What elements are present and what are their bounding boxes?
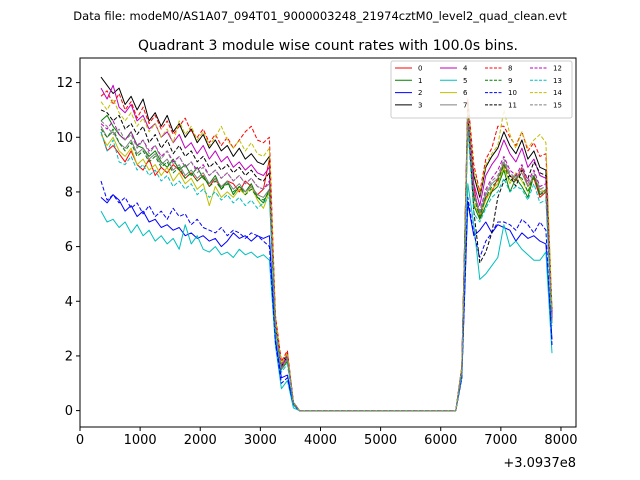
y-tick-label-4: 8 (65, 185, 73, 200)
x-tick-label-1: 1000 (124, 433, 157, 448)
legend-label-3: 3 (418, 101, 422, 109)
legend-label-1: 1 (418, 77, 422, 85)
legend-label-6: 6 (463, 89, 468, 97)
legend-label-14: 14 (553, 89, 562, 97)
series-line-9 (100, 117, 553, 412)
y-tick-label-0: 0 (65, 404, 73, 419)
y-tick-label-3: 6 (65, 240, 73, 255)
legend-label-11: 11 (508, 101, 517, 109)
plot-area: 0 1000 2000 3000 4000 5000 6000 7000 80000246810… (56, 57, 578, 448)
y-tick-label-5: 10 (56, 131, 73, 146)
x-tick-label-8: 8000 (544, 433, 577, 448)
legend-label-7: 7 (463, 101, 467, 109)
legend-label-8: 8 (508, 65, 512, 73)
chart-title: Quadrant 3 module wise count rates with … (138, 38, 518, 54)
series-line-11 (100, 109, 553, 412)
series-line-3 (100, 76, 553, 412)
series-line-15 (100, 114, 553, 412)
x-tick-label-4: 4000 (304, 433, 337, 448)
legend-label-12: 12 (553, 65, 562, 73)
x-tick-label-5: 5000 (364, 433, 397, 448)
x-tick-label-7: 7000 (484, 433, 517, 448)
legend-label-15: 15 (553, 101, 562, 109)
x-tick-label-2: 2000 (184, 433, 217, 448)
series-line-2 (100, 194, 553, 412)
series-line-5 (100, 183, 553, 412)
legend-label-5: 5 (463, 77, 467, 85)
series-line-7 (100, 114, 553, 412)
series-line-4 (100, 84, 553, 412)
series-line-10 (100, 180, 553, 412)
legend-label-2: 2 (418, 89, 422, 97)
legend-label-4: 4 (463, 65, 468, 73)
series-line-13 (100, 128, 553, 412)
x-tick-label-3: 3000 (244, 433, 277, 448)
axes-frame (79, 57, 577, 428)
legend-label-10: 10 (508, 89, 517, 97)
series-lines (100, 76, 553, 412)
series-line-12 (100, 112, 553, 412)
x-tick-label-0: 0 (76, 433, 84, 448)
y-tick-label-6: 12 (56, 76, 73, 91)
x-offset-label: +3.0937e8 (503, 456, 576, 471)
legend-label-0: 0 (418, 65, 422, 73)
x-tick-label-6: 6000 (424, 433, 457, 448)
legend-label-13: 13 (553, 77, 562, 85)
series-line-8 (100, 90, 553, 412)
y-tick-label-1: 2 (65, 349, 73, 364)
series-line-14 (100, 98, 553, 412)
y-tick-label-2: 4 (65, 295, 73, 310)
series-line-1 (100, 114, 553, 412)
legend-box (390, 60, 573, 119)
suptitle: Data file: modeM0/AS1A07_094T01_90000032… (73, 9, 567, 23)
legend-label-9: 9 (508, 77, 512, 85)
